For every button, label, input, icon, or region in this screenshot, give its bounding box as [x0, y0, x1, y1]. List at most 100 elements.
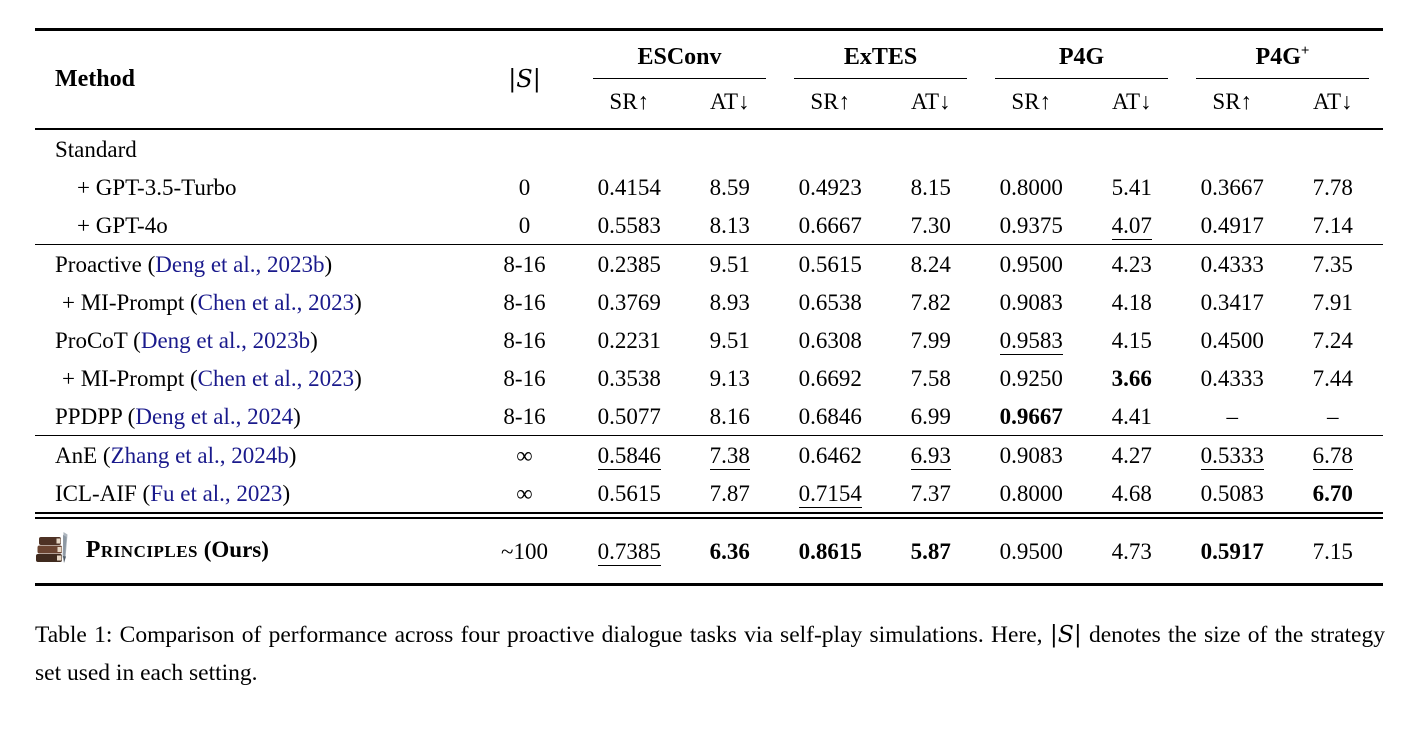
value-cell	[1082, 129, 1183, 168]
metric-value: 8.59	[709, 174, 750, 200]
metric-value: 4.27	[1111, 442, 1152, 468]
strategy-size-cell: ∞	[516, 442, 533, 468]
method-label: )	[282, 480, 291, 506]
value-cell	[1182, 129, 1283, 168]
value-cell: 7.78	[1283, 168, 1384, 206]
table-row: + GPT-4o 0 0.5583 8.13 0.6667 7.30 0.9375 4.07 0…	[35, 206, 1383, 245]
method-label: PPDPP (	[55, 403, 136, 429]
citation-link[interactable]: Deng et al., 2023b	[155, 251, 325, 277]
value-cell: 4.23	[1082, 245, 1183, 284]
metric-value: 0.6846	[798, 403, 862, 429]
metric-value: 7.15	[1312, 538, 1353, 564]
citation-link[interactable]: Chen et al., 2023	[197, 365, 355, 391]
value-cell: 9.13	[680, 359, 781, 397]
group-label: P4G	[1255, 44, 1301, 70]
metric-value: 7.24	[1312, 327, 1353, 353]
table-row: ProCoT (Deng et al., 2023b) 8-16 0.2231 9.5…	[35, 321, 1383, 359]
metric-value: 0.2385	[597, 251, 661, 277]
value-cell: 0.5615	[780, 245, 881, 284]
value-cell: 0.5917	[1182, 516, 1283, 585]
value-cell: 4.68	[1082, 474, 1183, 516]
metric-value: 7.99	[910, 327, 951, 353]
value-cell: 4.41	[1082, 397, 1183, 436]
value-cell: 0.7154	[780, 474, 881, 516]
metric-value: 0.9250	[999, 365, 1063, 391]
metric-value: 4.68	[1111, 480, 1152, 506]
method-label: )	[324, 251, 333, 277]
value-cell: 0.9083	[981, 283, 1082, 321]
value-cell: 0.3667	[1182, 168, 1283, 206]
citation-link[interactable]: Deng et al., 2024	[135, 403, 294, 429]
metric-value: 6.99	[910, 403, 951, 429]
section-standard: Standard + GPT-3.5-Turbo 0 0.4154 8.59 0.4923…	[35, 129, 1383, 245]
citation-link[interactable]: Fu et al., 2023	[150, 480, 283, 506]
books-quill-icon	[35, 532, 71, 570]
table-caption: Table 1: Comparison of performance acros…	[35, 616, 1385, 692]
method-label: Principles	[85, 537, 198, 563]
metric-value: 0.3417	[1200, 289, 1264, 315]
metric-value: 0.9583	[999, 327, 1063, 355]
value-cell: 0.9500	[981, 245, 1082, 284]
method-cell: + MI-Prompt (Chen et al., 2023)	[35, 359, 470, 397]
metric-value: 0.6538	[798, 289, 862, 315]
metric-value: 0.6462	[798, 442, 862, 468]
value-cell: 7.37	[881, 474, 982, 516]
metric-value: 8.93	[709, 289, 750, 315]
value-cell: 0.6692	[780, 359, 881, 397]
metric-value: 4.73	[1111, 538, 1152, 564]
section-prompting-baselines: Proactive (Deng et al., 2023b) 8-16 0.2385…	[35, 244, 1384, 436]
metric-value: 0.4500	[1200, 327, 1264, 353]
metric-value: 7.87	[709, 480, 750, 506]
metric-value: 0.9083	[999, 442, 1063, 468]
value-cell: 8.16	[680, 397, 781, 436]
method-label: + MI-Prompt (	[62, 289, 198, 315]
value-cell: 7.91	[1283, 283, 1384, 321]
value-cell: 0.2231	[579, 321, 680, 359]
citation-link[interactable]: Chen et al., 2023	[197, 289, 355, 315]
metric-value: 0.5083	[1200, 480, 1264, 506]
value-cell: 4.73	[1082, 516, 1183, 585]
value-cell: 6.70	[1283, 474, 1384, 516]
value-cell: 4.07	[1082, 206, 1183, 245]
strategy-size-cell: 0	[518, 212, 531, 238]
value-cell: 0.5583	[579, 206, 680, 245]
metric-value: 0.4333	[1200, 251, 1264, 277]
metric-value: 6.78	[1312, 442, 1353, 470]
group-label-sup: +	[1300, 43, 1310, 59]
metric-value: 8.13	[709, 212, 750, 238]
metric-value: 6.70	[1312, 480, 1353, 506]
strategy-size-cell: 8-16	[503, 327, 546, 353]
value-cell: 7.82	[881, 283, 982, 321]
metric-value: 7.38	[709, 442, 750, 470]
citation-link[interactable]: Zhang et al., 2024b	[110, 442, 289, 468]
value-cell: 0.3538	[579, 359, 680, 397]
value-cell: –	[1182, 397, 1283, 436]
strategy-size-cell: 8-16	[503, 403, 546, 429]
method-label: + GPT-4o	[77, 212, 168, 238]
strategy-set-symbol: |S|	[1049, 620, 1082, 648]
metric-value: 0.5077	[597, 403, 661, 429]
metric-value: 0.5615	[798, 251, 862, 277]
value-cell: 6.93	[881, 436, 982, 475]
table-row: PPDPP (Deng et al., 2024) 8-16 0.5077 8.16 0…	[35, 397, 1383, 436]
value-cell: 0.9083	[981, 436, 1082, 475]
metric-value: 4.07	[1111, 212, 1152, 240]
value-cell: 7.15	[1283, 516, 1384, 585]
method-label: ICL-AIF (	[55, 480, 151, 506]
group-label: ESConv	[637, 44, 722, 70]
at-column-header: AT↓	[1312, 89, 1353, 114]
metric-value: 7.35	[1312, 251, 1353, 277]
metric-value: 0.3667	[1200, 174, 1264, 200]
value-cell: 0.9250	[981, 359, 1082, 397]
metric-value: 0.9083	[999, 289, 1063, 315]
citation-link[interactable]: Deng et al., 2023b	[140, 327, 311, 353]
value-cell: 0.6308	[780, 321, 881, 359]
value-cell: 7.44	[1283, 359, 1384, 397]
metric-value: 0.6692	[798, 365, 862, 391]
value-cell	[680, 129, 781, 168]
metric-value: 0.4917	[1200, 212, 1264, 238]
value-cell: 9.51	[680, 321, 781, 359]
at-column-header: AT↓	[910, 89, 951, 114]
value-cell: 0.5615	[579, 474, 680, 516]
group-header-p4g-plus: P4G+	[1182, 30, 1383, 79]
